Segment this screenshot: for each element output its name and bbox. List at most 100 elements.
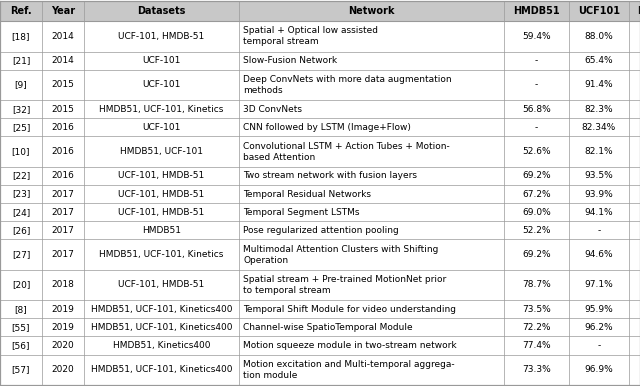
Bar — [0, 167, 640, 185]
Text: 69.0%: 69.0% — [522, 208, 551, 217]
Text: Slow-Fusion Network: Slow-Fusion Network — [243, 56, 337, 65]
Text: 2016: 2016 — [52, 123, 74, 132]
Text: 82.34%: 82.34% — [582, 123, 616, 132]
Text: 91.4%: 91.4% — [585, 80, 613, 90]
Text: 94.6%: 94.6% — [585, 250, 613, 259]
Text: 3D ConvNets: 3D ConvNets — [243, 105, 302, 113]
Text: HMDB51, UCF-101: HMDB51, UCF-101 — [120, 147, 203, 156]
Text: UCF-101, HMDB-51: UCF-101, HMDB-51 — [118, 171, 205, 180]
Text: 2015: 2015 — [52, 105, 74, 113]
Bar — [0, 1, 640, 21]
Text: Motion excitation and Multi-temporal aggrega-
tion module: Motion excitation and Multi-temporal agg… — [243, 360, 454, 380]
Text: 88.0%: 88.0% — [584, 32, 613, 41]
Text: 96.2%: 96.2% — [585, 323, 613, 332]
Text: 77.4%: 77.4% — [522, 341, 551, 350]
Text: 2016: 2016 — [52, 171, 74, 180]
Text: Deep ConvNets with more data augmentation
methods: Deep ConvNets with more data augmentatio… — [243, 75, 452, 95]
Text: -: - — [597, 226, 600, 235]
Text: 82.3%: 82.3% — [585, 105, 613, 113]
Text: 94.1%: 94.1% — [585, 208, 613, 217]
Text: Pose regularized attention pooling: Pose regularized attention pooling — [243, 226, 399, 235]
Text: 2018: 2018 — [52, 281, 74, 290]
Text: HMDB51, UCF-101, Kinetics400: HMDB51, UCF-101, Kinetics400 — [91, 323, 232, 332]
Text: [8]: [8] — [15, 305, 28, 314]
Text: Spatial stream + Pre-trained MotionNet prior
to temporal stream: Spatial stream + Pre-trained MotionNet p… — [243, 275, 446, 295]
Text: [18]: [18] — [12, 32, 30, 41]
Bar — [0, 300, 640, 318]
Text: Year: Year — [51, 6, 75, 16]
Bar — [0, 221, 640, 239]
Bar — [0, 239, 640, 270]
Text: 2017: 2017 — [52, 226, 74, 235]
Text: 2014: 2014 — [52, 56, 74, 65]
Text: UCF-101, HMDB-51: UCF-101, HMDB-51 — [118, 281, 205, 290]
Text: [55]: [55] — [12, 323, 30, 332]
Text: 97.1%: 97.1% — [584, 281, 613, 290]
Text: [25]: [25] — [12, 123, 30, 132]
Text: Kinetics: Kinetics — [637, 6, 640, 16]
Text: Motion squeeze module in two-stream network: Motion squeeze module in two-stream netw… — [243, 341, 456, 350]
Text: [21]: [21] — [12, 56, 30, 65]
Text: 69.2%: 69.2% — [522, 171, 551, 180]
Text: Ref.: Ref. — [10, 6, 32, 16]
Text: 2017: 2017 — [52, 190, 74, 198]
Bar — [0, 185, 640, 203]
Text: [22]: [22] — [12, 171, 30, 180]
Bar — [0, 70, 640, 100]
Text: Spatial + Optical low assisted
temporal stream: Spatial + Optical low assisted temporal … — [243, 26, 378, 46]
Text: 2015: 2015 — [52, 80, 74, 90]
Text: [10]: [10] — [12, 147, 30, 156]
Text: 65.4%: 65.4% — [585, 56, 613, 65]
Text: -: - — [535, 80, 538, 90]
Text: 95.9%: 95.9% — [584, 305, 613, 314]
Bar — [0, 355, 640, 385]
Text: [23]: [23] — [12, 190, 30, 198]
Bar — [0, 203, 640, 221]
Text: 72.2%: 72.2% — [522, 323, 551, 332]
Text: Channel-wise SpatioTemporal Module: Channel-wise SpatioTemporal Module — [243, 323, 413, 332]
Text: -: - — [535, 123, 538, 132]
Text: 78.7%: 78.7% — [522, 281, 551, 290]
Text: 93.5%: 93.5% — [584, 171, 613, 180]
Text: [20]: [20] — [12, 281, 30, 290]
Bar — [0, 118, 640, 136]
Text: 2016: 2016 — [52, 147, 74, 156]
Bar — [0, 318, 640, 337]
Text: HMDB51, UCF-101, Kinetics: HMDB51, UCF-101, Kinetics — [99, 105, 224, 113]
Text: Datasets: Datasets — [138, 6, 186, 16]
Text: 2020: 2020 — [52, 365, 74, 374]
Text: 73.3%: 73.3% — [522, 365, 551, 374]
Text: 2017: 2017 — [52, 250, 74, 259]
Text: UCF-101: UCF-101 — [142, 80, 180, 90]
Text: 2014: 2014 — [52, 32, 74, 41]
Text: UCF-101: UCF-101 — [142, 123, 180, 132]
Text: 2019: 2019 — [52, 305, 74, 314]
Text: HMDB51: HMDB51 — [513, 6, 560, 16]
Text: [57]: [57] — [12, 365, 30, 374]
Text: Multimodal Attention Clusters with Shifting
Operation: Multimodal Attention Clusters with Shift… — [243, 245, 438, 265]
Text: HMDB51, UCF-101, Kinetics: HMDB51, UCF-101, Kinetics — [99, 250, 224, 259]
Text: UCF-101, HMDB-51: UCF-101, HMDB-51 — [118, 32, 205, 41]
Text: Temporal Shift Module for video understanding: Temporal Shift Module for video understa… — [243, 305, 456, 314]
Text: [24]: [24] — [12, 208, 30, 217]
Bar — [0, 270, 640, 300]
Text: 52.6%: 52.6% — [522, 147, 551, 156]
Text: 2017: 2017 — [52, 208, 74, 217]
Text: UCF101: UCF101 — [578, 6, 620, 16]
Text: [9]: [9] — [15, 80, 28, 90]
Text: 73.5%: 73.5% — [522, 305, 551, 314]
Text: 93.9%: 93.9% — [584, 190, 613, 198]
Bar — [0, 337, 640, 355]
Bar — [0, 21, 640, 51]
Text: HMDB51, UCF-101, Kinetics400: HMDB51, UCF-101, Kinetics400 — [91, 365, 232, 374]
Text: 59.4%: 59.4% — [522, 32, 551, 41]
Text: 67.2%: 67.2% — [522, 190, 551, 198]
Text: 52.2%: 52.2% — [522, 226, 551, 235]
Text: -: - — [597, 341, 600, 350]
Text: Network: Network — [348, 6, 395, 16]
Bar — [0, 136, 640, 167]
Text: [27]: [27] — [12, 250, 30, 259]
Text: HMDB51, Kinetics400: HMDB51, Kinetics400 — [113, 341, 211, 350]
Text: Convolutional LSTM + Action Tubes + Motion-
based Attention: Convolutional LSTM + Action Tubes + Moti… — [243, 142, 450, 162]
Bar — [0, 100, 640, 118]
